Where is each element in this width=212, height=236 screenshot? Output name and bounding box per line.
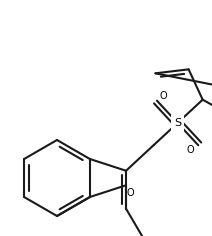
Text: O: O	[160, 91, 167, 101]
Text: O: O	[186, 145, 194, 155]
Text: O: O	[126, 188, 134, 198]
Text: S: S	[174, 118, 181, 128]
